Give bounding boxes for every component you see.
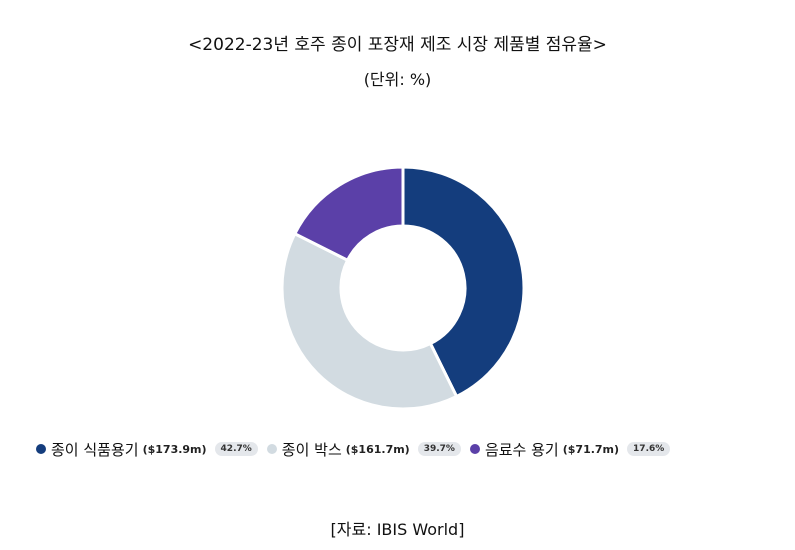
legend-label: 종이 박스 bbox=[281, 440, 342, 459]
legend-amount: ($71.7m) bbox=[562, 442, 620, 456]
donut-slice-beverage-containers bbox=[292, 165, 405, 263]
legend-amount: ($161.7m) bbox=[345, 442, 410, 456]
legend-percent-badge: 17.6% bbox=[627, 442, 671, 456]
legend-item-beverage-containers: 음료수 용기 ($71.7m) 17.6% bbox=[469, 439, 671, 460]
legend-amount: ($173.9m) bbox=[142, 442, 207, 456]
donut-slice-paper-boxes bbox=[280, 231, 459, 411]
legend-marker bbox=[36, 444, 46, 454]
legend-item-food-containers: 종이 식품용기 ($173.9m) 42.7% bbox=[36, 439, 258, 460]
chart-title: <2022-23년 호주 종이 포장재 제조 시장 제품별 점유율> bbox=[188, 35, 607, 55]
legend: 종이 식품용기 ($173.9m) 42.7% 종이 박스 ($161.7m) … bbox=[36, 438, 679, 460]
legend-marker bbox=[266, 444, 277, 454]
donut-slice-food-containers bbox=[401, 165, 526, 399]
source-note: [자료: IBIS World] bbox=[330, 520, 465, 539]
legend-percent-badge: 39.7% bbox=[417, 442, 461, 456]
legend-marker bbox=[469, 444, 480, 454]
legend-item-paper-boxes: 종이 박스 ($161.7m) 39.7% bbox=[266, 439, 461, 460]
legend-percent-badge: 42.7% bbox=[214, 442, 258, 456]
legend-label: 종이 식품용기 bbox=[51, 440, 139, 459]
legend-label: 음료수 용기 bbox=[484, 440, 559, 459]
unit-note: (단위: %) bbox=[363, 70, 432, 89]
